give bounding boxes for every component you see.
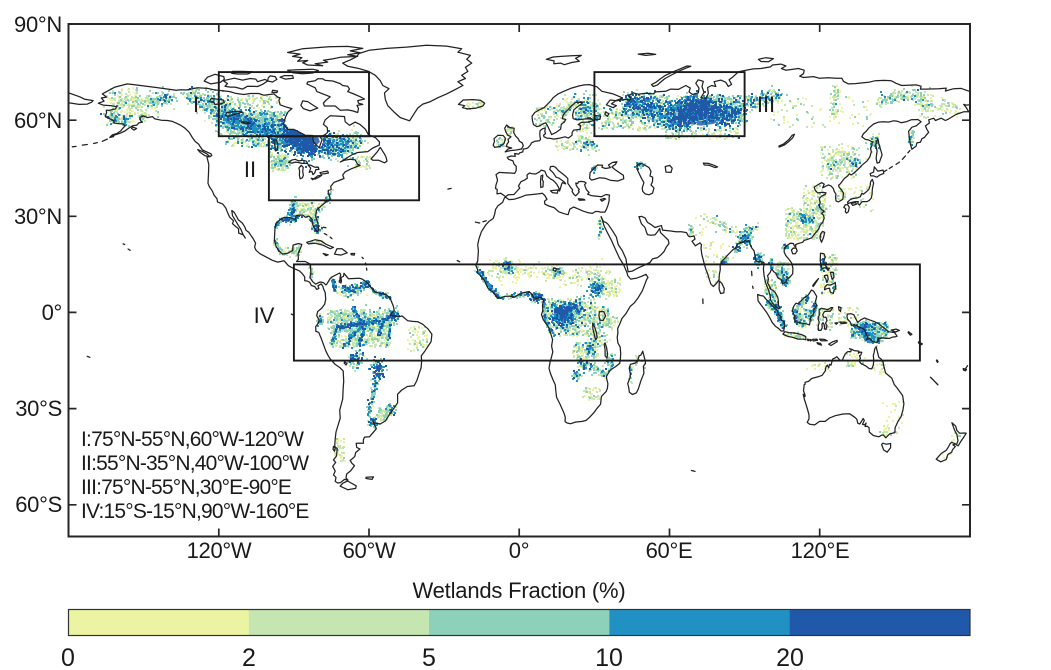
svg-text:IV:15°S-15°N,90°W-160°E: IV:15°S-15°N,90°W-160°E <box>81 500 309 523</box>
svg-text:2: 2 <box>242 644 256 670</box>
svg-text:60°S: 60°S <box>15 492 62 517</box>
svg-text:III:75°N-55°N,30°E-90°E: III:75°N-55°N,30°E-90°E <box>81 476 292 499</box>
svg-text:I:75°N-55°N,60°W-120°W: I:75°N-55°N,60°W-120°W <box>81 428 304 451</box>
svg-text:30°N: 30°N <box>14 204 62 229</box>
svg-text:60°E: 60°E <box>646 538 693 563</box>
svg-text:120°W: 120°W <box>187 538 252 563</box>
svg-text:0°: 0° <box>509 538 529 563</box>
svg-text:II: II <box>244 157 256 182</box>
svg-text:60°W: 60°W <box>343 538 396 563</box>
svg-text:5: 5 <box>422 644 436 670</box>
svg-text:II:55°N-35°N,40°W-100°W: II:55°N-35°N,40°W-100°W <box>81 452 309 475</box>
svg-text:20: 20 <box>776 644 804 670</box>
svg-text:IV: IV <box>254 303 275 328</box>
svg-text:I: I <box>193 92 199 117</box>
svg-text:10: 10 <box>595 644 623 670</box>
svg-text:90°N: 90°N <box>14 12 62 37</box>
svg-text:0: 0 <box>61 644 75 670</box>
svg-text:Wetlands Fraction (%): Wetlands Fraction (%) <box>412 578 625 603</box>
svg-text:30°S: 30°S <box>15 396 62 421</box>
svg-text:0°: 0° <box>42 300 62 325</box>
svg-text:60°N: 60°N <box>14 108 62 133</box>
svg-text:120°E: 120°E <box>791 538 850 563</box>
svg-text:III: III <box>757 92 775 117</box>
